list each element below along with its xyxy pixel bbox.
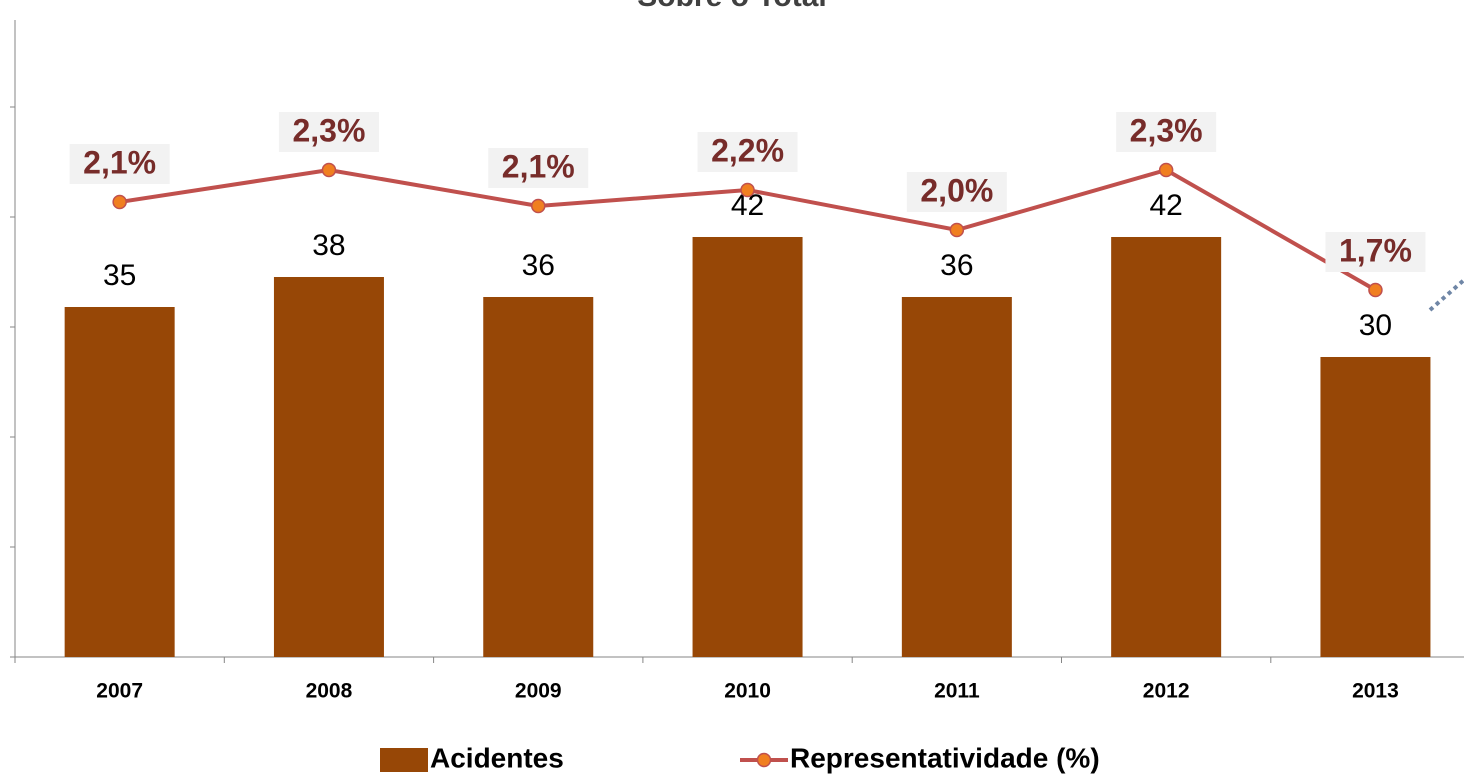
x-tick-label: 2011 — [934, 680, 980, 703]
chart-title: Sobre o Total — [637, 0, 826, 13]
bar — [692, 237, 803, 657]
label-background — [1116, 112, 1217, 152]
label-background — [488, 148, 589, 188]
x-tick-label: 2013 — [1352, 680, 1399, 703]
line-marker — [112, 194, 127, 210]
label-background — [1325, 232, 1426, 272]
label-background — [906, 172, 1007, 212]
bar — [273, 277, 384, 657]
bar-label: 42 — [1149, 189, 1182, 222]
bar — [1320, 357, 1431, 657]
line-label: 2,1% — [83, 144, 156, 180]
line-marker — [949, 222, 965, 238]
label-background — [697, 132, 798, 172]
x-tick-label: 2010 — [724, 680, 771, 703]
x-tick-label: 2008 — [306, 680, 353, 703]
bar — [1111, 237, 1222, 657]
label-background — [69, 144, 170, 184]
x-tick-label: 2012 — [1143, 680, 1190, 703]
legend-swatch — [380, 748, 428, 772]
decoration — [1428, 278, 1464, 312]
bar-label: 36 — [940, 249, 973, 282]
line-label: 2,3% — [292, 112, 365, 148]
line-marker — [740, 182, 755, 198]
bar-label: 36 — [522, 249, 555, 282]
x-tick-label: 2007 — [96, 680, 143, 703]
line-label: 2,3% — [1130, 112, 1203, 148]
line-label: 1,7% — [1339, 232, 1412, 268]
legend-label: Representatividade (%) — [790, 742, 1100, 773]
legend-swatch — [756, 752, 772, 768]
legend-label: Acidentes — [430, 742, 564, 773]
line-label: 2,2% — [711, 132, 784, 168]
bar — [901, 297, 1012, 657]
bar-label: 35 — [103, 259, 136, 292]
line-label: 2,1% — [502, 148, 575, 184]
line-marker — [1368, 282, 1383, 298]
line-marker — [1158, 162, 1174, 178]
bar-label: 38 — [312, 229, 345, 262]
line-marker — [531, 198, 546, 214]
bar-label: 30 — [1359, 309, 1392, 342]
x-tick-label: 2009 — [515, 680, 562, 703]
label-background — [278, 112, 379, 152]
bar — [483, 297, 594, 657]
line-label: 2,0% — [920, 172, 993, 208]
bar — [64, 307, 175, 657]
line-marker — [321, 162, 337, 178]
